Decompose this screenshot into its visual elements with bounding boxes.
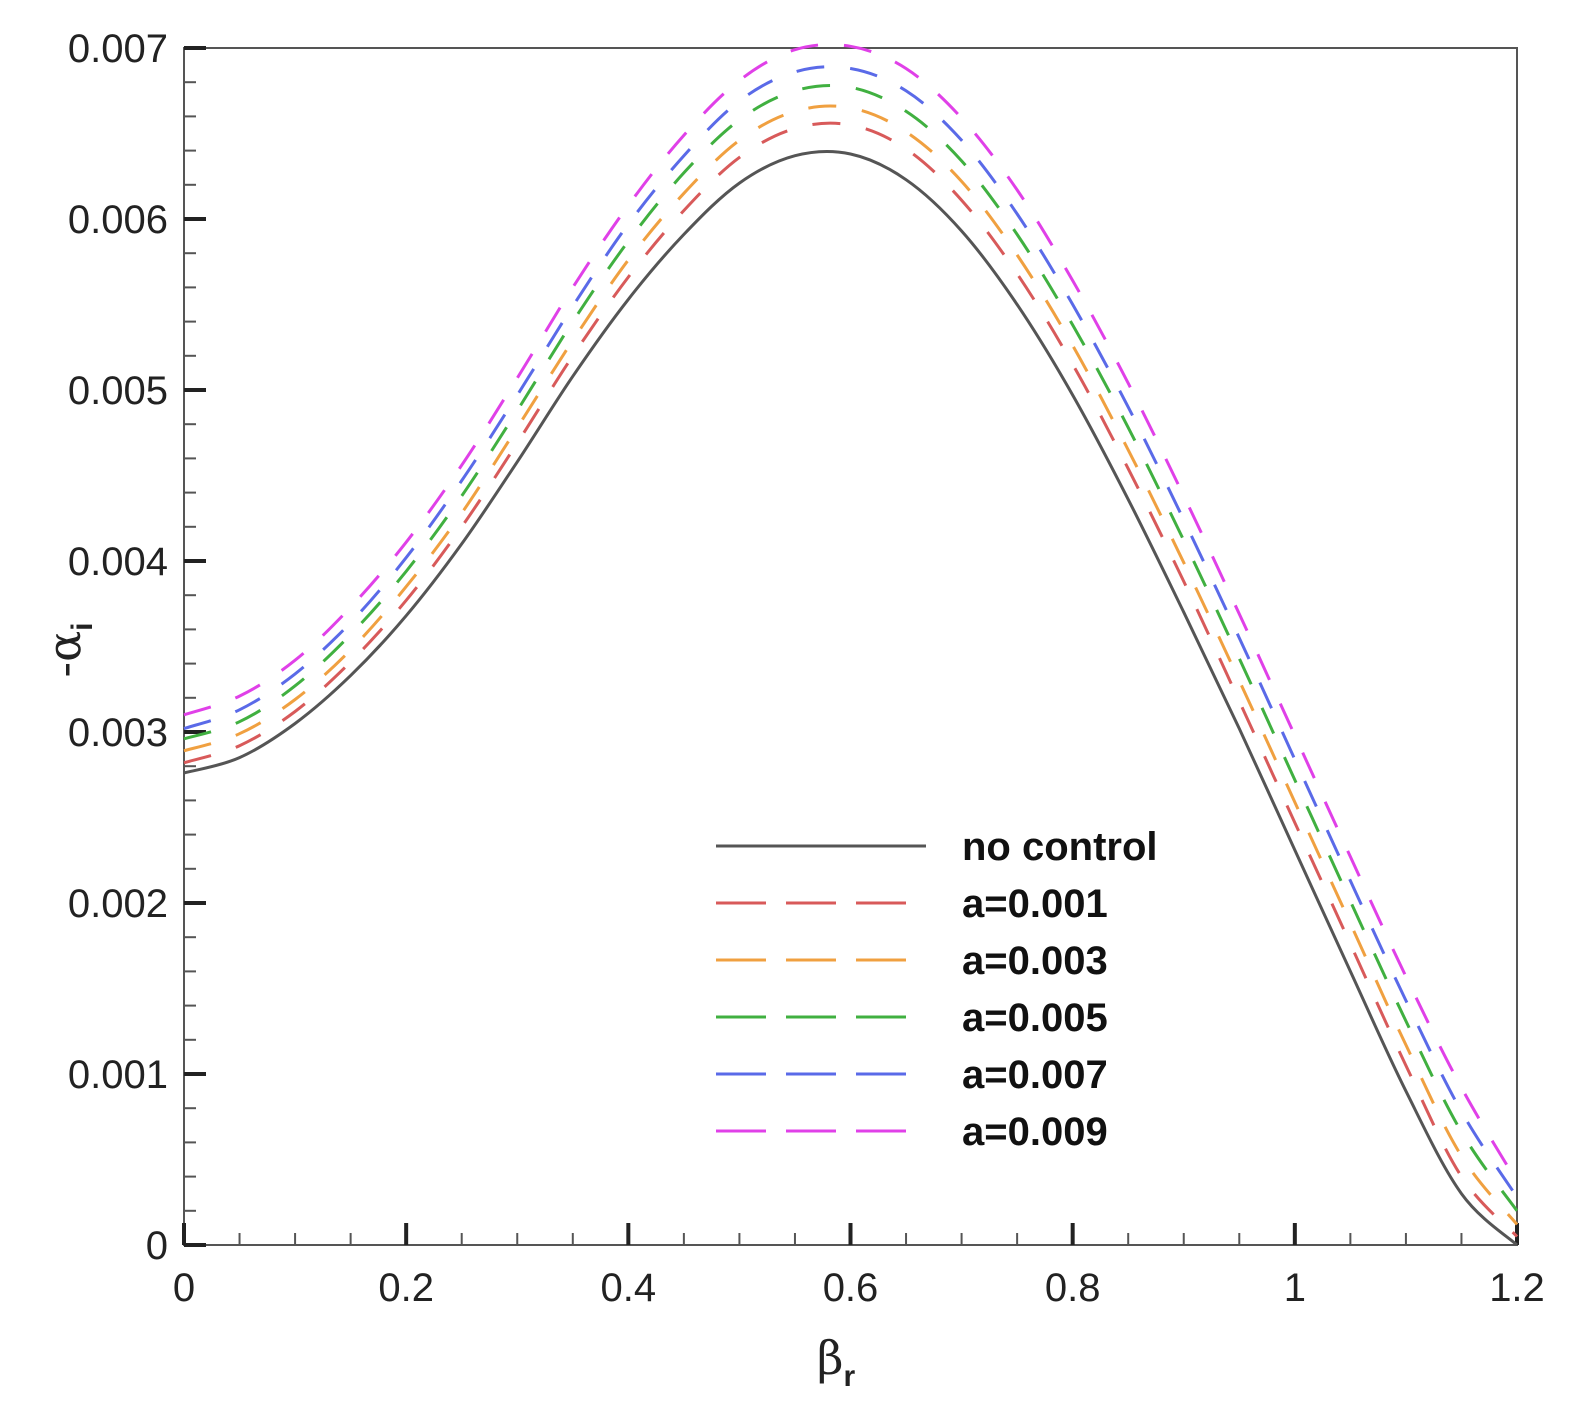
x-tick-label: 0 [173, 1266, 195, 1310]
x-tick-label: 0.6 [823, 1266, 879, 1310]
series-line-0 [183, 150, 1519, 1247]
x-tick-label: 0.8 [1045, 1266, 1101, 1310]
series-line-4 [183, 65, 1519, 1198]
legend: no control a=0.001 a=0.003 a=0.005 a=0.007 a=… [716, 825, 1158, 1154]
legend-label: a=0.003 [962, 939, 1108, 983]
x-axis-symbol: β [817, 1331, 844, 1385]
legend-label: a=0.007 [962, 1053, 1108, 1097]
y-tick-label: 0.001 [68, 1053, 168, 1097]
legend-label: a=0.001 [962, 882, 1108, 926]
y-tick-label: 0 [146, 1224, 168, 1268]
y-tick-label: 0.006 [68, 198, 168, 242]
y-axis-subscript: i [66, 623, 99, 631]
y-tick-label: 0.002 [68, 882, 168, 926]
x-tick-labels: 0 0.2 0.4 0.6 0.8 1 1.2 [173, 1266, 1545, 1310]
y-tick-label: 0.004 [68, 540, 168, 584]
legend-label: a=0.005 [962, 996, 1108, 1040]
legend-label: a=0.009 [962, 1110, 1108, 1154]
series-line-2 [183, 104, 1519, 1226]
y-tick-labels: 0 0.001 0.002 0.003 0.004 0.005 0.006 0.007 [68, 27, 168, 1268]
y-axis-symbol: -α [37, 631, 91, 678]
plot-frame [183, 47, 1518, 1246]
x-tick-label: 0.2 [378, 1266, 434, 1310]
y-tick-label: 0.007 [68, 27, 168, 71]
y-tick-label: 0.005 [68, 369, 168, 413]
y-axis-label: -αi [37, 623, 99, 678]
x-axis-label: βr [817, 1331, 856, 1393]
major-ticks [182, 46, 1519, 1247]
series-line-3 [183, 83, 1519, 1212]
x-tick-label: 0.4 [601, 1266, 657, 1310]
series-line-1 [183, 121, 1519, 1238]
x-tick-label: 1.2 [1489, 1266, 1545, 1310]
y-tick-label: 0.003 [68, 711, 168, 755]
series-lines [183, 43, 1519, 1247]
minor-ticks [183, 47, 1518, 1246]
x-tick-label: 1 [1284, 1266, 1306, 1310]
series-line-5 [183, 43, 1519, 1183]
x-axis-subscript: r [843, 1360, 855, 1393]
legend-label: no control [962, 825, 1158, 869]
